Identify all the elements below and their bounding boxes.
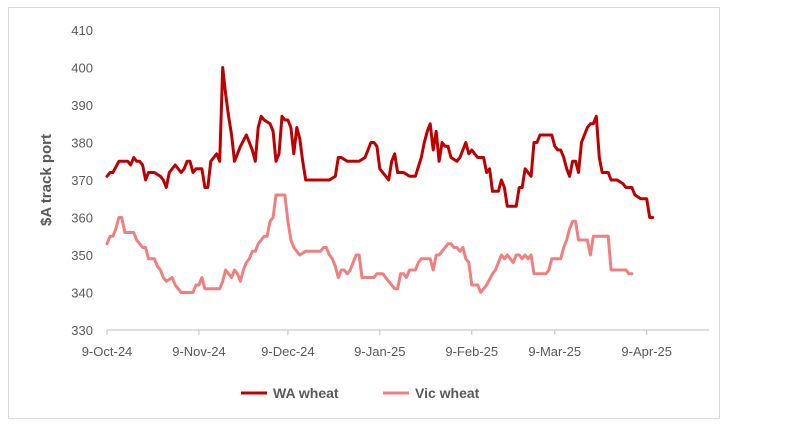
- y-tick-label: 390: [71, 98, 93, 113]
- legend-label: Vic wheat: [415, 385, 480, 401]
- chart-frame: $A track port 330 340 350 360 370 380 390 400 41…: [8, 7, 720, 419]
- x-tick-label: 9-Oct-24: [82, 344, 133, 359]
- legend: WA wheat Vic wheat: [241, 385, 480, 401]
- y-tick-label: 350: [71, 248, 93, 263]
- y-tick-label: 360: [71, 211, 93, 226]
- x-tick-label: 9-Dec-24: [261, 344, 314, 359]
- line-chart: $A track port 330 340 350 360 370 380 390 400 41…: [38, 23, 709, 401]
- legend-label: WA wheat: [273, 385, 339, 401]
- y-tick-labels: 330 340 350 360 370 380 390 400 410: [71, 23, 93, 338]
- y-tick-label: 330: [71, 323, 93, 338]
- x-tick-label: 9-Feb-25: [445, 344, 498, 359]
- y-tick-label: 410: [71, 23, 93, 38]
- y-tick-label: 370: [71, 173, 93, 188]
- y-tick-label: 380: [71, 136, 93, 151]
- x-tick-label: 9-Apr-25: [621, 344, 672, 359]
- series-lines: [105, 66, 655, 294]
- y-axis-title: $A track port: [38, 134, 55, 226]
- x-axis: 9-Oct-24 9-Nov-24 9-Dec-24 9-Jan-25 9-Feb-25…: [82, 329, 709, 359]
- x-tick-label: 9-Jan-25: [354, 344, 405, 359]
- x-tick-label: 9-Nov-24: [172, 344, 225, 359]
- y-tick-label: 340: [71, 286, 93, 301]
- series-line-vic-wheat: [105, 193, 634, 294]
- x-tick-label: 9-Mar-25: [528, 344, 581, 359]
- series-line-wa-wheat: [105, 66, 655, 219]
- y-tick-label: 400: [71, 61, 93, 76]
